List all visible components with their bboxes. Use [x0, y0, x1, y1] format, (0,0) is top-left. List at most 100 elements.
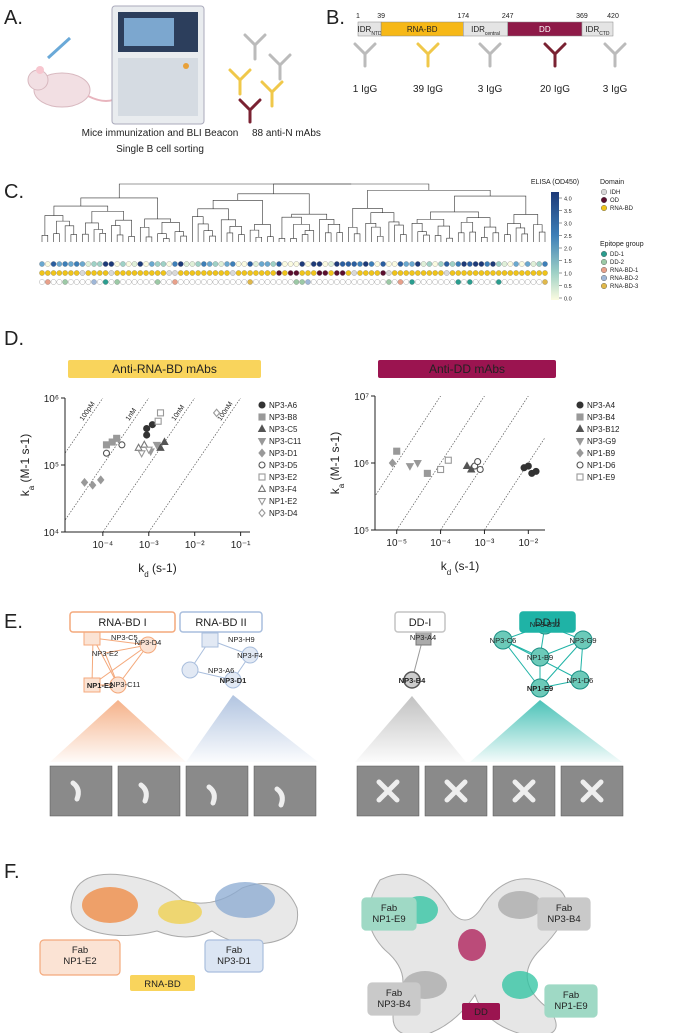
dendrogram-branch: [293, 224, 310, 239]
dendrogram-branch: [324, 232, 332, 242]
dendrogram-branch: [319, 219, 335, 242]
legend-label: NP3-D4: [269, 509, 298, 518]
heat-cell: [536, 261, 542, 267]
heat-cell: [50, 270, 57, 276]
antibody-icon: [416, 42, 440, 68]
legend-swatch: [601, 188, 608, 195]
heat-cell: [154, 261, 161, 267]
legend-label: NP3-G9: [587, 437, 616, 446]
dendrogram-branch: [93, 229, 104, 242]
heat-cell: [542, 270, 548, 276]
panel-letter: B.: [326, 7, 345, 29]
heat-cell: [501, 270, 508, 276]
domain-label: IDRcentral: [471, 25, 500, 37]
heat-cell: [334, 261, 340, 267]
point: [388, 458, 397, 468]
heat-cell: [50, 279, 57, 285]
heat-cell: [345, 270, 352, 276]
heat-cell: [79, 270, 86, 276]
heat-cell: [386, 270, 392, 276]
dendrogram-branch: [229, 226, 242, 235]
heat-cell: [258, 279, 265, 285]
panel-letter: A.: [4, 7, 23, 29]
em-image: [253, 765, 317, 817]
heat-cell: [409, 261, 415, 267]
heat-cell: [530, 279, 537, 285]
x-tick-label: 10⁻²: [185, 540, 205, 551]
point: [143, 424, 151, 433]
group-label-box: [179, 611, 263, 633]
heat-cell: [490, 270, 496, 276]
x-tick-label: 10⁻³: [475, 538, 495, 549]
dendrogram-branch: [212, 199, 263, 225]
heat-cell: [218, 270, 224, 276]
dendrogram-branch: [255, 236, 263, 242]
point: [257, 484, 267, 492]
em-particle: [512, 779, 536, 803]
legend-label: NP3-F4: [269, 485, 297, 494]
heat-cell: [50, 261, 57, 267]
heat-cell: [172, 270, 178, 276]
heat-cell: [45, 270, 51, 276]
heat-cell: [386, 279, 392, 285]
heat-cell: [293, 270, 300, 276]
heat-cell: [380, 270, 386, 276]
heat-cell: [507, 270, 514, 276]
heat-cell: [484, 270, 490, 276]
point: [140, 440, 149, 448]
chart-title-box: [378, 360, 556, 378]
legend-label: RNA-BD-2: [610, 276, 639, 282]
dendrogram-branch: [336, 232, 343, 242]
legend-label: NP1-B9: [587, 449, 616, 458]
legend-title: Epitope group: [600, 241, 644, 248]
igg-count: 3 IgG: [603, 84, 628, 95]
point: [413, 460, 422, 468]
heat-cell: [357, 270, 363, 276]
heat-cell: [201, 261, 207, 267]
heat-cell: [310, 279, 317, 285]
heat-cell: [368, 270, 375, 276]
em-particle: [580, 779, 604, 803]
point: [474, 458, 482, 466]
heat-cell: [397, 261, 404, 267]
node-label: NP3-C6: [490, 636, 517, 645]
legend-label: RNA-BD-1: [610, 268, 639, 274]
node-label: NP3-C5: [111, 633, 138, 642]
heat-cell: [316, 261, 323, 267]
heat-cell: [449, 279, 456, 285]
heat-cell: [39, 270, 45, 276]
dendrogram-branch: [290, 238, 297, 242]
dendrogram-branch: [197, 208, 229, 220]
fab-label: Fab: [381, 903, 397, 914]
legend-swatch: [601, 275, 608, 282]
dendrogram-branch: [371, 226, 381, 242]
heat-cell: [68, 261, 74, 267]
domain-name: DD: [539, 25, 551, 34]
heat-cell: [56, 270, 63, 276]
iso-affinity-line: [65, 398, 150, 521]
dendrogram-branch: [128, 236, 135, 242]
fab-label-box: [537, 897, 591, 931]
dendrogram-branch: [377, 236, 384, 242]
igg-count: 39 IgG: [413, 84, 443, 95]
domain-label: DD: [474, 1007, 488, 1018]
heat-cell: [108, 261, 115, 267]
dendrogram-branch: [348, 227, 358, 242]
heat-cell: [39, 279, 45, 285]
heat-cell: [102, 270, 109, 276]
group-label: DD-II: [535, 617, 561, 629]
domain-segment: [581, 21, 614, 37]
residue-number: 39: [377, 13, 385, 20]
heat-cell: [137, 279, 144, 285]
heat-cell: [56, 261, 63, 267]
heat-cell: [513, 261, 519, 267]
heat-cell: [403, 279, 409, 285]
domain-label: RNA-BD: [144, 979, 181, 990]
heat-cell: [62, 279, 68, 285]
fab-label: NP1-E9: [554, 1001, 587, 1012]
dendrogram-branch: [352, 208, 383, 228]
residue-number: 1: [356, 13, 360, 20]
point: [156, 409, 165, 417]
heat-cell: [322, 261, 329, 267]
